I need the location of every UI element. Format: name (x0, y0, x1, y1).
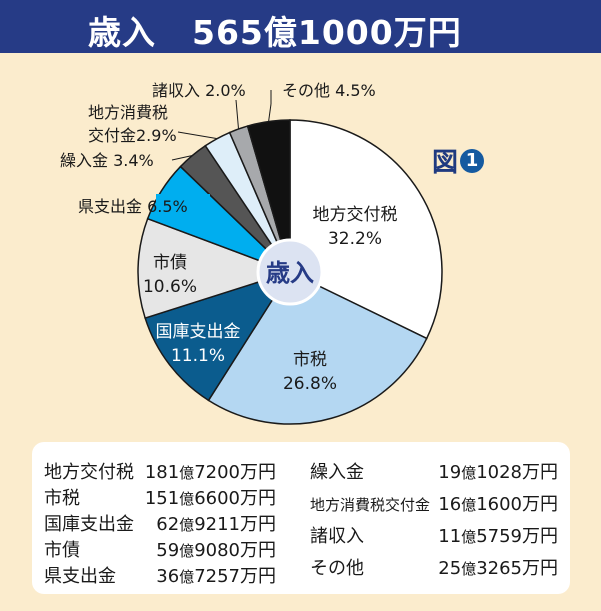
outside-slice-label: 繰入金 3.4% (60, 151, 154, 170)
total-amount: 565億1000万円 (192, 13, 462, 52)
value-highlight (156, 194, 210, 218)
pie-slice (144, 270, 292, 402)
outside-slice-label: 地方消費税 (88, 103, 168, 122)
row-amount: 36億7257万円 (156, 566, 276, 587)
row-name: 諸収入 (310, 526, 364, 547)
figure-number-badge: 1 (460, 148, 485, 173)
slice-name-label: 地方交付税 (313, 205, 398, 225)
pie-slice (207, 271, 428, 425)
row-name: 市債 (44, 540, 80, 561)
slice-name-label: 国庫支出金 (156, 322, 241, 342)
table-row: 繰入金 19億1028万円 (310, 458, 558, 484)
slice-name-label: 市債 (153, 253, 187, 273)
table-row: 地方消費税交付金 16億1600万円 (310, 490, 558, 516)
breakdown-table: 地方交付税 181億7200万円市税 151億6600万円 国庫支出金 62億9211万… (32, 442, 570, 594)
row-amount: 16億1600万円 (438, 494, 558, 515)
figure-label-text: 図 (432, 148, 459, 178)
slice-value-label: 26.8% (283, 374, 337, 394)
row-amount: 19億1028万円 (438, 462, 558, 483)
center-circle (256, 238, 324, 306)
outside-slice-label: 諸収入 2.0% (152, 81, 246, 100)
row-amount: 62億9211万円 (156, 514, 276, 535)
table-row: 地方交付税 181億7200万円 (44, 458, 276, 484)
table-row: 諸収入 11億5759万円 (310, 522, 558, 548)
row-name: 県支出金 (44, 566, 116, 587)
header-bar: 歳入 565億1000万円 (0, 0, 601, 53)
slice-value-label: 10.6% (143, 277, 197, 297)
row-amount: 25億3265万円 (438, 558, 558, 579)
leader-line (177, 131, 218, 140)
outside-slice-label: その他 4.5% (282, 81, 376, 100)
slice-value-label: 11.1% (171, 346, 225, 366)
outside-slice-label: 県支出金 6.5% (78, 197, 188, 216)
leader-line (268, 103, 272, 122)
row-amount: 11億5759万円 (438, 526, 558, 547)
slice-value-label: 32.2% (328, 229, 382, 249)
row-name: 国庫支出金 (44, 514, 134, 535)
table-row: 市税 151億6600万円 (44, 484, 276, 510)
row-name: 市税 (44, 488, 80, 509)
leader-line (171, 155, 193, 161)
pie-slice (246, 119, 291, 273)
row-name: 地方消費税交付金 (310, 496, 431, 514)
pie-chart: 地方交付税 32.2% 市税 26.8% 国庫支出金 11.1% 市債 10.6% 諸収入 2… (60, 81, 443, 425)
row-name: 地方交付税 (44, 462, 134, 483)
center-label: 歳入 (266, 258, 314, 287)
row-amount: 59億9080万円 (156, 540, 276, 561)
pie-slice (289, 119, 443, 340)
row-name: その他 (310, 558, 364, 579)
title-text: 歳入 (88, 13, 156, 52)
pie-slice (137, 217, 293, 320)
table-row: その他 25億3265万円 (310, 554, 558, 580)
row-name: 繰入金 (310, 462, 364, 483)
page-title: 歳入 565億1000万円 (88, 6, 462, 54)
row-amount: 181億7200万円 (144, 462, 276, 483)
table-row: 県支出金 36億7257万円 (44, 562, 276, 588)
table-row: 市債 59億9080万円 (44, 536, 276, 562)
outside-slice-label: 交付金2.9% (88, 126, 177, 145)
row-amount: 151億6600万円 (144, 488, 276, 509)
slice-name-label: 市税 (293, 350, 327, 370)
table-row: 国庫支出金 62億9211万円 (44, 510, 276, 536)
leader-line (235, 99, 240, 130)
